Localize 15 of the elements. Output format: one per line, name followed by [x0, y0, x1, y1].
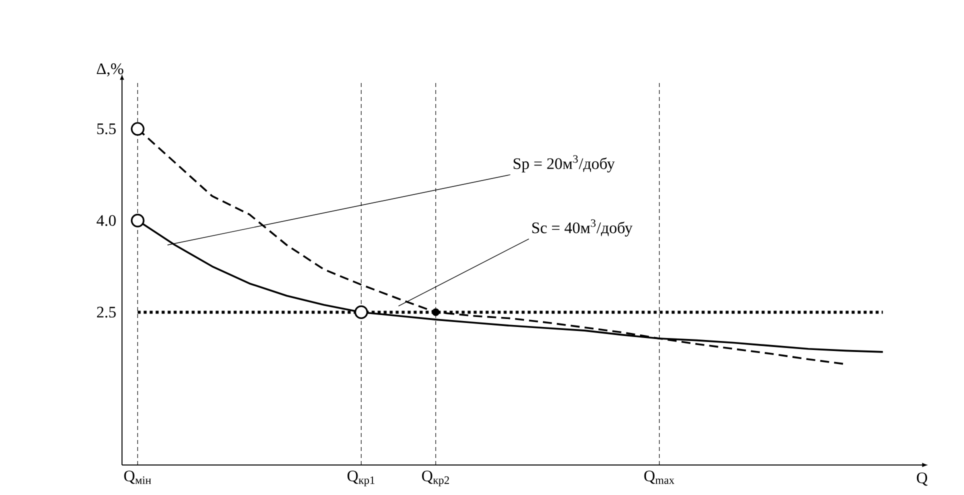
- y-tick-label: 4.0: [96, 215, 116, 226]
- x-tick-label: Q$_{max}$: [644, 470, 674, 484]
- y-tick-label: 5.5: [97, 124, 116, 134]
- point: [130, 214, 144, 228]
- x-tick-label: Q$_{кр2}$: [422, 470, 449, 486]
- point: [432, 308, 440, 316]
- annotation: Sc = 40м$^{3}$/добу: [532, 219, 633, 237]
- point: [130, 122, 144, 136]
- x-axis-title: Q: [916, 472, 928, 486]
- point: [354, 305, 368, 320]
- x-tick-label: Q$_{кр1}$: [348, 470, 374, 486]
- y-tick-label: 2.5: [97, 306, 116, 318]
- annotation: Sp = 20м$^{3}$/добу: [514, 155, 615, 172]
- y-axis-title: Δ,%: [96, 63, 124, 76]
- x-tick-label: Q$_{мін}$: [124, 470, 152, 484]
